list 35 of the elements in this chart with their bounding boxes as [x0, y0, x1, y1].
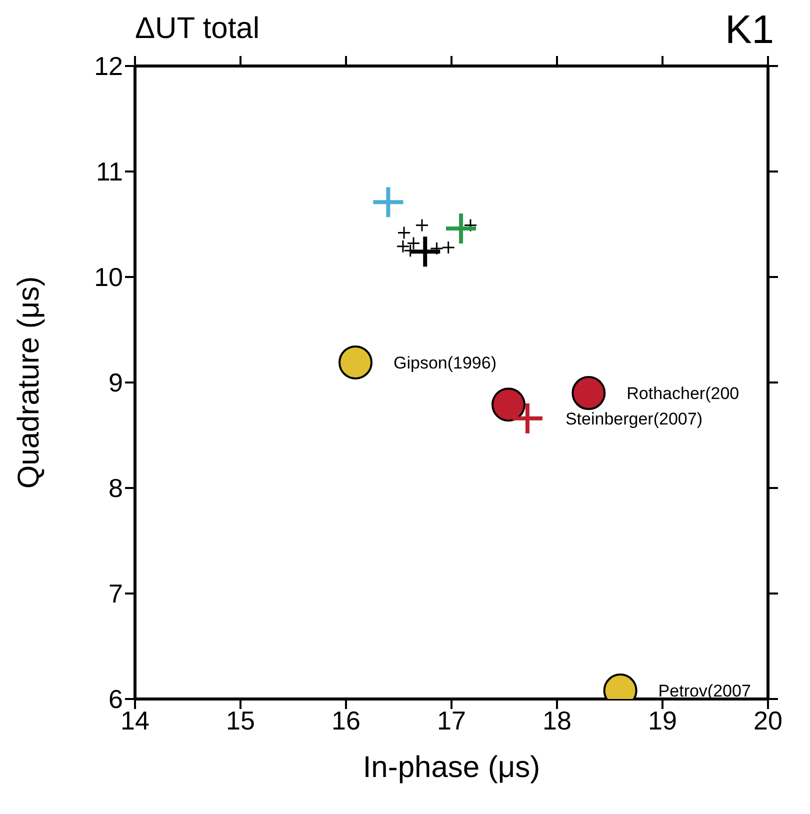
y-tick-label: 6 — [108, 684, 123, 714]
point — [491, 388, 526, 422]
point — [415, 218, 429, 232]
y-tick-label: 10 — [94, 262, 123, 292]
x-axis-title: In-phase (μs) — [362, 751, 540, 784]
y-tick-label: 11 — [96, 156, 123, 187]
x-tick-label: 15 — [226, 705, 255, 736]
point — [410, 236, 440, 267]
annotation: Gipson(1996) — [393, 353, 497, 372]
point — [572, 376, 606, 410]
chart-title: ΔUT total — [135, 12, 260, 46]
point — [442, 240, 456, 254]
point — [397, 226, 411, 240]
y-tick-label: 12 — [94, 51, 123, 82]
point — [512, 403, 542, 434]
chart-subtitle: K1 — [725, 8, 774, 53]
x-tick-label: 20 — [754, 705, 782, 736]
x-tick-label: 19 — [648, 705, 677, 736]
point — [430, 242, 444, 256]
annotation: Petrov(2007 — [658, 682, 751, 701]
point — [406, 236, 420, 250]
annotation: Rothacher(200 — [626, 384, 740, 404]
x-tick-label: 18 — [542, 705, 572, 736]
y-tick-label: 8 — [108, 473, 123, 504]
point — [338, 345, 372, 380]
y-tick-label: 9 — [108, 368, 123, 398]
point — [446, 213, 476, 244]
annotation: Steinberger(2007) — [565, 409, 702, 428]
x-tick-label: 14 — [120, 705, 150, 736]
point — [464, 218, 478, 232]
y-tick-label: 7 — [108, 578, 123, 609]
y-axis-title: Quadrature (μs) — [12, 276, 46, 489]
x-tick-label: 16 — [332, 705, 360, 736]
point — [373, 187, 404, 218]
x-tick-label: 17 — [437, 705, 466, 736]
